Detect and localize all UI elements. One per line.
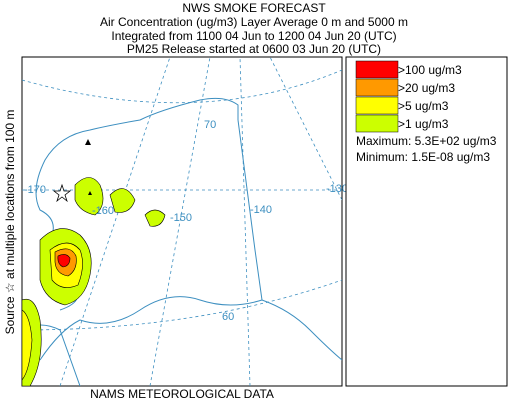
footer: NAMS METEOROLOGICAL DATA [90, 387, 274, 401]
plume [109, 188, 136, 213]
subtitle-line: Air Concentration (ug/m3) Layer Average … [100, 15, 408, 29]
map-label: 60 [222, 311, 234, 323]
side-label: Source ☆ at multiple locations from 100 … [3, 110, 17, 335]
map-label: -130 [326, 183, 348, 195]
source-star [52, 183, 72, 203]
map-label: 70 [204, 119, 216, 131]
legend-swatch [355, 60, 399, 79]
plume [144, 209, 166, 227]
map-label: -140 [250, 204, 272, 216]
title: NWS SMOKE FORECAST [182, 1, 326, 15]
legend-label: >20 ug/m3 [398, 81, 455, 95]
coastline [261, 299, 342, 361]
maximum: Maximum: 5.3E+02 ug/m3 [356, 134, 497, 148]
plume [57, 254, 71, 268]
legend-label: >5 ug/m3 [398, 99, 449, 113]
plume [74, 177, 104, 216]
legend-swatch [355, 96, 399, 115]
graticule [269, 57, 342, 201]
legend-swatch [355, 114, 399, 133]
map: 70 -170 -160 -150 -140 -130 60 [21, 56, 348, 387]
map-label: -160 [92, 205, 114, 217]
map-frame [21, 56, 343, 387]
subtitle-line: PM25 Release started at 0600 03 Jun 20 (… [127, 42, 381, 56]
legend-swatch [355, 78, 399, 97]
legend: Maximum: 5.3E+02 ug/m3 Minimum: 1.5E-08 … [345, 56, 508, 387]
graticule [149, 57, 211, 386]
subtitle-line: Integrated from 1100 04 Jun to 1200 04 J… [111, 29, 396, 43]
graticule [59, 57, 171, 386]
graticule [22, 279, 342, 331]
map-label: -170 [24, 184, 46, 196]
minimum: Minimum: 1.5E-08 ug/m3 [356, 150, 490, 164]
legend-label: >1 ug/m3 [398, 117, 449, 131]
plume [22, 309, 33, 381]
legend-label: >100 ug/m3 [398, 63, 462, 77]
map-label: -150 [170, 212, 192, 224]
graticule [239, 57, 251, 386]
source-marks [85, 139, 92, 195]
